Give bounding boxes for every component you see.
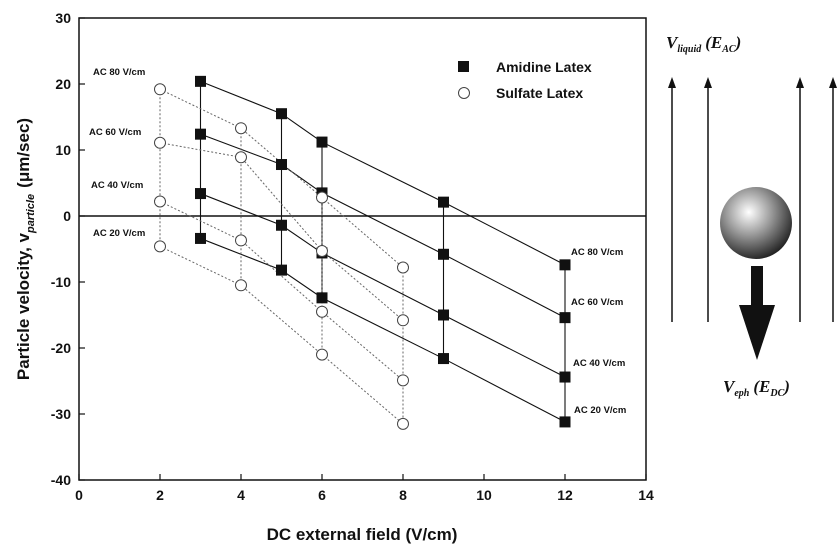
sulfate-point <box>397 417 409 430</box>
sulfate-point <box>235 151 247 164</box>
amidine-point <box>276 159 287 171</box>
y-tick-label: -40 <box>51 472 71 488</box>
sulfate-point <box>235 234 247 247</box>
sulfate-point <box>316 191 328 204</box>
y-tick-label: 0 <box>63 208 71 224</box>
amidine-point <box>195 232 206 244</box>
right-annotation: AC 40 V/cm <box>573 358 625 369</box>
arrow-up-icon <box>668 77 676 88</box>
particle-sphere-icon <box>720 187 792 259</box>
sulfate-point <box>154 136 166 149</box>
x-tick-label: 10 <box>476 487 492 503</box>
amidine-fit-line <box>200 193 566 378</box>
amidine-point <box>438 353 449 365</box>
arrow-up-icon <box>829 77 837 88</box>
amidine-point <box>195 188 206 200</box>
amidine-point <box>276 264 287 276</box>
x-tick-label: 6 <box>318 487 326 503</box>
amidine-point <box>559 312 571 324</box>
y-axis-title-unit: (μm/sec) <box>14 118 33 188</box>
right-annotations: AC 80 V/cm AC 60 V/cm AC 40 V/cm AC 20 V… <box>571 247 626 416</box>
plot-content <box>79 75 646 430</box>
sulfate-point <box>154 240 166 253</box>
flow-arrows <box>668 77 837 322</box>
arrow-up-icon <box>796 77 804 88</box>
svg-text:Vliquid(EAC): Vliquid (EAC) <box>666 33 741 55</box>
sulfate-point <box>235 279 247 292</box>
axis-ticks: 0 2 4 6 8 10 12 14 -40 -30 -20 -10 0 10 20 30 <box>51 10 654 503</box>
sulfate-fit-line <box>159 88 404 268</box>
eph-velocity-label: V <box>723 377 736 396</box>
left-annotation: AC 80 V/cm <box>93 67 145 78</box>
x-tick-label: 2 <box>156 487 164 503</box>
amidine-fit-line <box>200 237 566 423</box>
y-axis-title-main: Particle velocity, v <box>14 232 33 380</box>
legend: Amidine Latex Sulfate Latex <box>458 59 592 101</box>
x-tick-label: 0 <box>75 487 83 503</box>
x-tick-label: 12 <box>557 487 573 503</box>
amidine-point <box>195 128 206 140</box>
sulfate-point <box>154 195 166 208</box>
sulfate-fit-line <box>159 245 404 425</box>
amidine-point <box>438 196 449 208</box>
liquid-velocity-label: V <box>666 33 679 52</box>
x-tick-label: 14 <box>638 487 654 503</box>
legend-label-amidine: Amidine Latex <box>496 59 592 75</box>
sulfate-point <box>397 261 409 274</box>
amidine-fit-line <box>200 133 566 319</box>
right-annotation: AC 60 V/cm <box>571 297 623 308</box>
amidine-point <box>276 219 287 231</box>
legend-marker-sulfate <box>458 87 470 99</box>
sulfate-fit-line <box>159 142 404 321</box>
legend-marker-amidine <box>458 61 469 72</box>
sulfate-point <box>154 83 166 96</box>
sulfate-point <box>397 314 409 327</box>
svg-text:Veph(EDC): Veph (EDC) <box>723 377 790 399</box>
sulfate-point <box>316 305 328 318</box>
x-tick-label: 4 <box>237 487 245 503</box>
sulfate-point <box>316 348 328 361</box>
y-tick-label: -20 <box>51 340 71 356</box>
plot-frame <box>78 17 647 481</box>
sulfate-fit-line <box>159 201 404 381</box>
sulfate-point <box>316 244 328 257</box>
y-tick-label: -30 <box>51 406 71 422</box>
amidine-point <box>316 136 328 148</box>
amidine-point <box>559 371 571 383</box>
x-axis-title: DC external field (V/cm) <box>267 525 458 544</box>
amidine-point <box>438 309 449 321</box>
y-tick-label: 10 <box>55 142 71 158</box>
left-annotation: AC 60 V/cm <box>89 127 141 138</box>
y-tick-label: 20 <box>55 76 71 92</box>
x-tick-label: 8 <box>399 487 407 503</box>
left-annotation: AC 40 V/cm <box>91 180 143 191</box>
left-annotation: AC 20 V/cm <box>93 228 145 239</box>
amidine-point <box>276 108 287 120</box>
amidine-point <box>559 416 571 428</box>
y-tick-label: -10 <box>51 274 71 290</box>
amidine-point <box>316 292 328 304</box>
amidine-point <box>559 259 571 271</box>
sulfate-point <box>397 374 409 387</box>
arrow-down-icon <box>739 305 775 360</box>
y-tick-label: 30 <box>55 10 71 26</box>
right-annotation: AC 80 V/cm <box>571 247 623 258</box>
left-annotations: AC 80 V/cm AC 60 V/cm AC 40 V/cm AC 20 V… <box>89 67 145 239</box>
right-annotation: AC 20 V/cm <box>574 405 626 416</box>
legend-label-sulfate: Sulfate Latex <box>496 85 583 101</box>
y-axis-title-sub: particle <box>25 194 37 234</box>
amidine-point <box>195 75 206 87</box>
amidine-fit-line <box>200 80 566 266</box>
y-axis-title: Particle velocity, vparticle (μm/sec) <box>14 118 37 380</box>
amidine-point <box>438 248 449 260</box>
arrow-up-icon <box>704 77 712 88</box>
schematic-diagram: Vliquid (EAC) Veph (EDC) <box>666 33 837 399</box>
sulfate-point <box>235 122 247 135</box>
eph-arrow-shaft <box>751 266 763 308</box>
svg-text:Particle velocity, vparticle(μ: Particle velocity, vparticle (μm/sec) <box>14 118 37 380</box>
